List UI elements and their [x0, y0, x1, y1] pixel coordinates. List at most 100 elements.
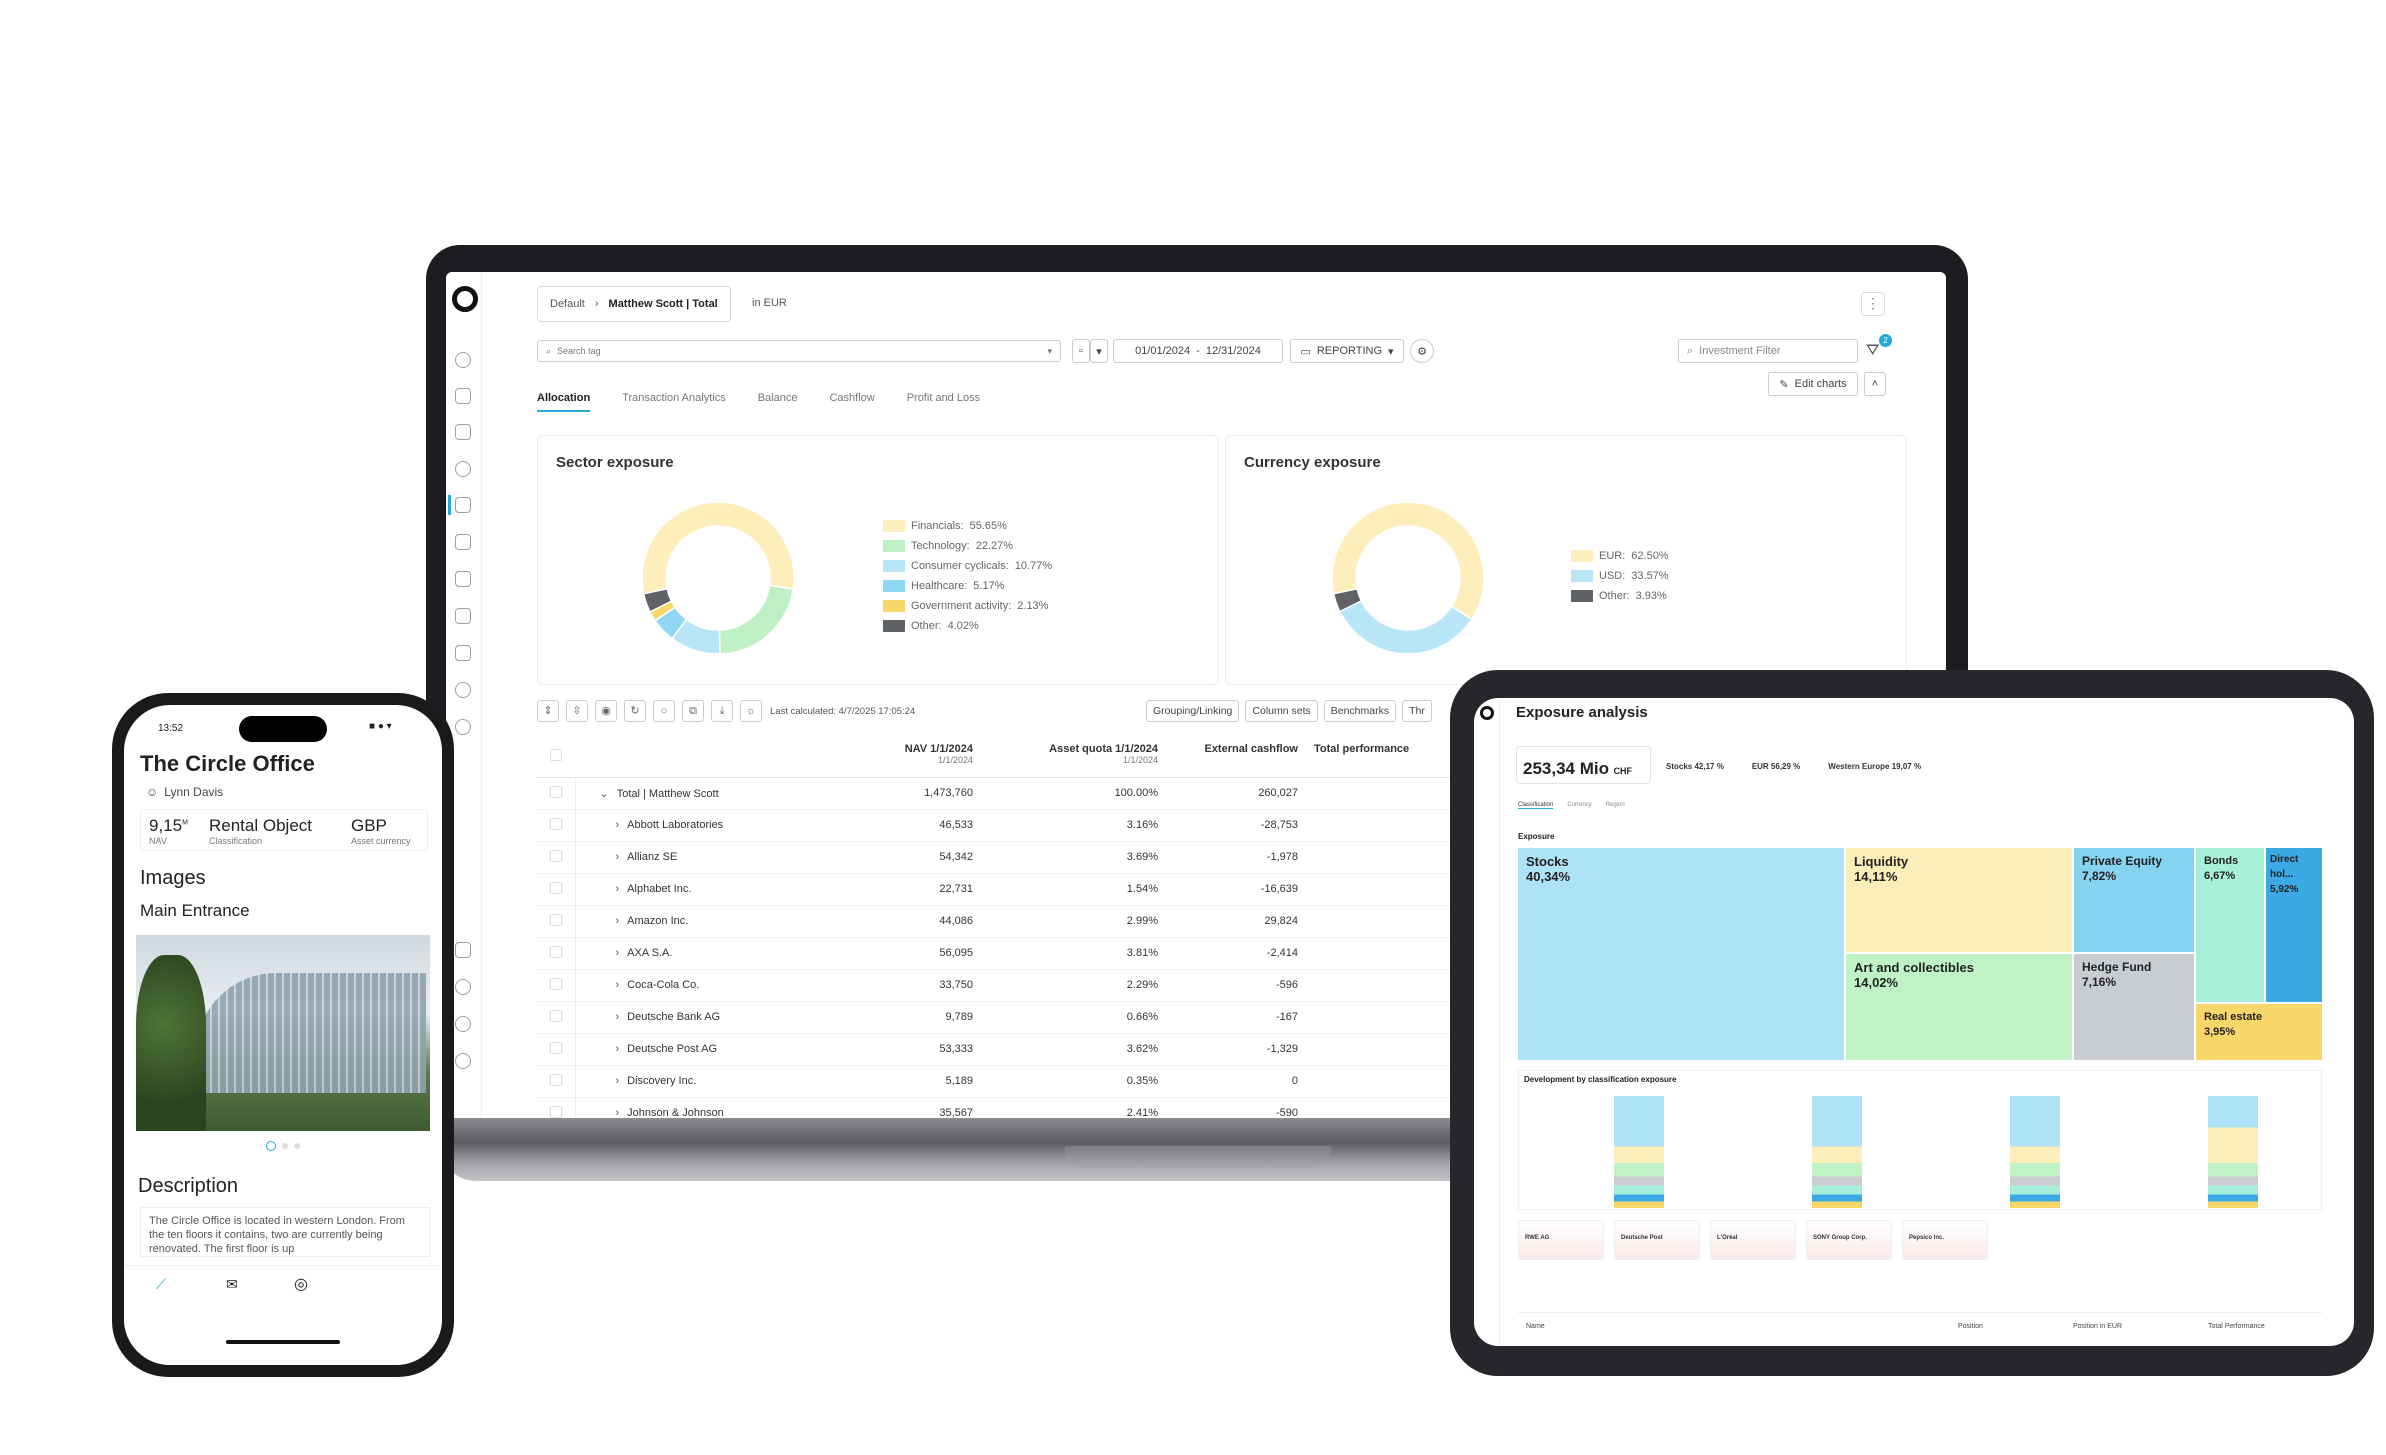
tag-icon[interactable] — [455, 979, 471, 995]
treemap-private-equity[interactable]: Private Equity 7,82% — [2074, 848, 2194, 952]
cart-icon[interactable] — [455, 534, 471, 550]
mail-tab-icon[interactable]: ✉ — [226, 1276, 238, 1292]
row-name[interactable]: › Allianz SE — [575, 841, 851, 874]
visibility-icon[interactable]: ○ — [653, 700, 675, 722]
row-name[interactable]: › AXA S.A. — [575, 937, 851, 970]
row-checkbox[interactable] — [537, 841, 576, 874]
row-checkbox[interactable] — [537, 969, 576, 1002]
breadcrumb-current[interactable]: Matthew Scott | Total — [608, 298, 718, 310]
table-row[interactable]: › Allianz SE 54,342 3.69% -1,978 — [537, 841, 1457, 874]
carousel-dot[interactable] — [282, 1143, 288, 1149]
threshold-button[interactable]: Thr — [1402, 700, 1432, 722]
row-name[interactable]: › Deutsche Post AG — [575, 1033, 851, 1066]
row-name[interactable]: › Amazon Inc. — [575, 905, 851, 938]
carousel-dot-active[interactable] — [266, 1141, 276, 1151]
globe-icon[interactable] — [455, 461, 471, 477]
refresh-icon[interactable]: ↻ — [624, 700, 646, 722]
donut-slice[interactable] — [641, 501, 795, 595]
tab-classification[interactable]: Classification — [1518, 802, 1554, 809]
stock-card[interactable]: RWE AG — [1518, 1220, 1604, 1260]
stock-card[interactable]: SONY Group Corp. — [1806, 1220, 1892, 1260]
row-expand-icon[interactable]: › — [615, 1043, 620, 1055]
row-checkbox[interactable] — [537, 809, 576, 842]
edit-charts-button[interactable]: ✎ Edit charts — [1768, 372, 1858, 396]
breadcrumb-root[interactable]: Default — [550, 298, 585, 310]
nav-column-header[interactable]: NAV 1/1/2024 1/1/2024 — [851, 737, 981, 778]
donut-slice[interactable] — [1338, 599, 1473, 655]
row-name[interactable]: › Johnson & Johnson — [575, 1097, 851, 1118]
row-checkbox[interactable] — [537, 873, 576, 906]
more-menu-icon[interactable]: ⋮ — [1861, 292, 1885, 316]
table-row[interactable]: › Alphabet Inc. 22,731 1.54% -16,639 — [537, 873, 1457, 906]
table-row[interactable]: › Johnson & Johnson 35,567 2.41% -590 — [537, 1097, 1457, 1118]
stock-card[interactable]: Deutsche Post — [1614, 1220, 1700, 1260]
collapse-icon[interactable]: ˄ — [1864, 372, 1886, 396]
bell-icon[interactable] — [455, 1016, 471, 1032]
layers-icon[interactable] — [455, 942, 471, 958]
expand-icon[interactable]: ⇕ — [537, 700, 559, 722]
eye-icon[interactable]: ◉ — [595, 700, 617, 722]
copy-icon[interactable]: ⧉ — [682, 700, 704, 722]
row-expand-icon[interactable]: › — [615, 1075, 620, 1087]
breadcrumb[interactable]: Default › Matthew Scott | Total — [537, 286, 731, 322]
date-range-picker[interactable]: 01/01/2024 - 12/31/2024 — [1113, 339, 1283, 363]
row-expand-icon[interactable]: › — [615, 947, 620, 959]
investment-filter-input[interactable]: ⌕ Investment Filter — [1678, 339, 1858, 363]
donut-slice[interactable] — [642, 587, 673, 613]
treemap-stocks[interactable]: Stocks 40,34% — [1518, 848, 1844, 1060]
row-name[interactable]: › Alphabet Inc. — [575, 873, 851, 906]
treemap-art[interactable]: Art and collectibles 14,02% — [1846, 954, 2072, 1060]
treemap-real-estate[interactable]: Real estate 3,95% — [2196, 1004, 2322, 1060]
stock-card[interactable]: L'Oréal — [1710, 1220, 1796, 1260]
row-expand-icon[interactable]: › — [615, 1011, 620, 1023]
tab-allocation[interactable]: Allocation — [537, 392, 591, 412]
carousel-dot[interactable] — [294, 1143, 300, 1149]
select-all-checkbox[interactable] — [537, 737, 575, 778]
table-row[interactable]: › AXA S.A. 56,095 3.81% -2,414 — [537, 937, 1457, 970]
row-name[interactable]: › Coca-Cola Co. — [575, 969, 851, 1002]
treemap-bonds[interactable]: Bonds 6,67% — [2196, 848, 2264, 1002]
row-checkbox[interactable] — [537, 1033, 576, 1066]
row-checkbox[interactable] — [537, 905, 576, 938]
stock-card[interactable]: Pepsico Inc. — [1902, 1220, 1988, 1260]
cashflow-column-header[interactable]: External cashflow — [1166, 737, 1306, 778]
quota-column-header[interactable]: Asset quota 1/1/2024 1/1/2024 — [981, 737, 1166, 778]
donut-slice[interactable] — [1331, 501, 1485, 621]
row-name[interactable]: › Deutsche Bank AG — [575, 1001, 851, 1034]
row-expand-icon[interactable]: › — [615, 819, 620, 831]
position-column-header[interactable]: Position — [1958, 1323, 1983, 1330]
performance-column-header[interactable]: Total performance — [1306, 737, 1457, 778]
row-name[interactable]: › Abbott Laboratories — [575, 809, 851, 842]
tab-profit-and-loss[interactable]: Profit and Loss — [906, 392, 981, 404]
clipboard-icon[interactable] — [455, 571, 471, 587]
treemap-hedge-fund[interactable]: Hedge Fund 7,16% — [2074, 954, 2194, 1060]
tab-transaction-analytics[interactable]: Transaction Analytics — [622, 392, 726, 404]
home-icon[interactable] — [455, 388, 471, 404]
building-photo[interactable] — [136, 935, 430, 1131]
chart-icon[interactable] — [455, 497, 471, 513]
treemap-direct-holdings[interactable]: Direct hol... 5,92% — [2266, 848, 2322, 1002]
grouping-linking-button[interactable]: Grouping/Linking — [1146, 700, 1240, 722]
table-row[interactable]: ⌄ Total | Matthew Scott 1,473,760 100.00% 26… — [537, 777, 1457, 810]
row-checkbox[interactable] — [537, 937, 576, 970]
settings-icon[interactable]: ⚙ — [1410, 339, 1434, 363]
profile-tab-icon[interactable]: ◎ — [294, 1276, 308, 1293]
table-row[interactable]: › Amazon Inc. 44,086 2.99% 29,824 — [537, 905, 1457, 938]
save-icon[interactable]: ▫ — [1072, 339, 1090, 363]
row-expand-icon[interactable]: ⌄ — [599, 787, 609, 800]
search-icon[interactable] — [455, 352, 471, 368]
row-checkbox[interactable] — [537, 1097, 576, 1118]
mode-select[interactable]: ▭ REPORTING ▾ — [1290, 339, 1404, 363]
total-performance-column-header[interactable]: Total Performance — [2208, 1323, 2265, 1330]
collapse-all-icon[interactable]: ⇳ — [566, 700, 588, 722]
table-row[interactable]: › Deutsche Bank AG 9,789 0.66% -167 — [537, 1001, 1457, 1034]
table-row[interactable]: › Deutsche Post AG 53,333 3.62% -1,329 — [537, 1033, 1457, 1066]
treemap-liquidity[interactable]: Liquidity 14,11% — [1846, 848, 2072, 952]
table-row[interactable]: › Coca-Cola Co. 33,750 2.29% -596 — [537, 969, 1457, 1002]
column-sets-button[interactable]: Column sets — [1245, 700, 1318, 722]
benchmarks-button[interactable]: Benchmarks — [1323, 700, 1397, 722]
table-row[interactable]: › Abbott Laboratories 46,533 3.16% -28,753 — [537, 809, 1457, 842]
upload-icon[interactable] — [455, 682, 471, 698]
tab-region[interactable]: Region — [1605, 802, 1625, 808]
download-icon[interactable]: ⤓ — [711, 700, 733, 722]
